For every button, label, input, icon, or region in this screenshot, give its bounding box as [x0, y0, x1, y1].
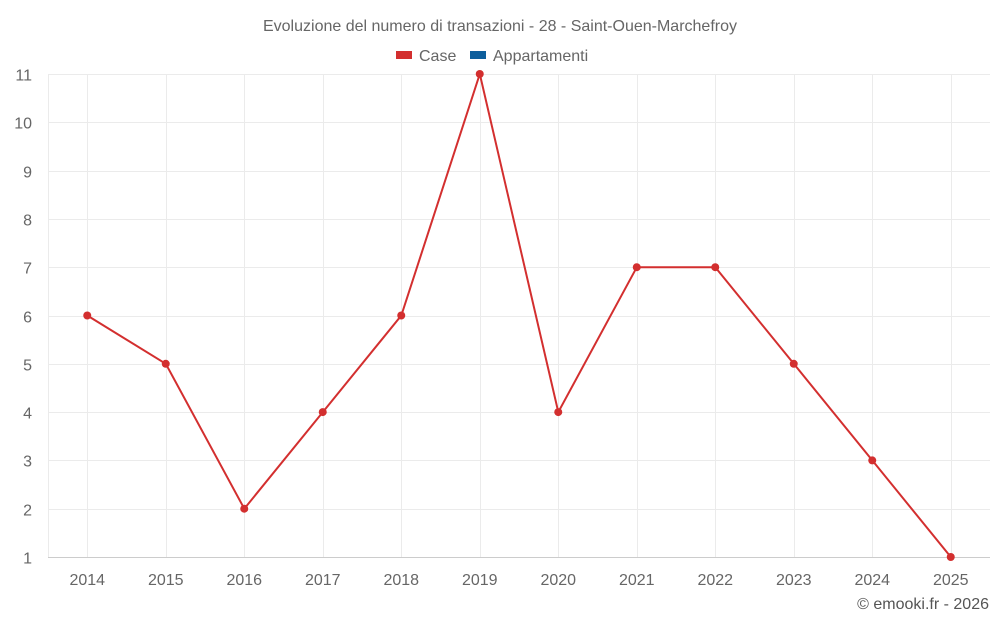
y-tick-label: 9 [23, 165, 32, 182]
x-tick-label: 2020 [540, 572, 576, 589]
x-tick-label: 2017 [305, 572, 341, 589]
legend-label-case: Case [419, 48, 456, 65]
legend-item-appartamenti[interactable]: Appartamenti [470, 48, 588, 65]
x-tick-label: 2018 [383, 572, 419, 589]
y-tick-label: 2 [23, 503, 32, 520]
data-point[interactable] [240, 504, 249, 513]
y-tick-label: 3 [23, 454, 32, 471]
data-point[interactable] [318, 408, 327, 417]
chart-title: Evoluzione del numero di transazioni - 2… [263, 18, 737, 35]
data-point[interactable] [83, 311, 92, 320]
data-point[interactable] [397, 311, 406, 320]
data-point[interactable] [868, 456, 877, 465]
data-point[interactable] [632, 263, 641, 272]
plot-area [83, 70, 955, 561]
x-tick-label: 2015 [148, 572, 184, 589]
data-point[interactable] [161, 359, 170, 368]
y-tick-label: 6 [23, 310, 32, 327]
y-tick-label: 7 [23, 261, 32, 278]
x-tick-label: 2014 [69, 572, 105, 589]
legend-swatch-case [396, 51, 412, 59]
y-tick-label: 10 [14, 116, 32, 133]
y-tick-label: 5 [23, 358, 32, 375]
credit-text: © emooki.fr - 2026 [857, 596, 989, 613]
x-tick-label: 2023 [776, 572, 812, 589]
y-tick-label: 8 [23, 213, 32, 230]
x-tick-label: 2025 [933, 572, 969, 589]
x-axis-ticks: 2014 2015 2016 2017 2018 2019 2020 2021 2022 2023… [69, 572, 968, 589]
legend: Case Appartamenti [396, 48, 588, 65]
x-tick-label: 2024 [854, 572, 890, 589]
x-tick-label: 2021 [619, 572, 655, 589]
data-point[interactable] [711, 263, 720, 272]
series-line-case [86, 70, 952, 558]
y-tick-label: 11 [15, 68, 32, 85]
x-tick-label: 2016 [226, 572, 262, 589]
data-point[interactable] [789, 359, 798, 368]
data-point[interactable] [554, 408, 563, 417]
x-tick-label: 2019 [462, 572, 498, 589]
x-tick-label: 2022 [697, 572, 733, 589]
y-tick-label: 4 [23, 406, 32, 423]
legend-swatch-appartamenti [470, 51, 486, 59]
legend-item-case[interactable]: Case [396, 48, 456, 65]
data-point[interactable] [946, 553, 955, 561]
y-axis-ticks: 1 2 3 4 5 6 7 8 9 10 11 [14, 68, 32, 568]
grid [48, 74, 990, 558]
data-point[interactable] [475, 70, 484, 78]
y-tick-label: 1 [23, 551, 32, 568]
legend-label-appartamenti: Appartamenti [493, 48, 588, 65]
